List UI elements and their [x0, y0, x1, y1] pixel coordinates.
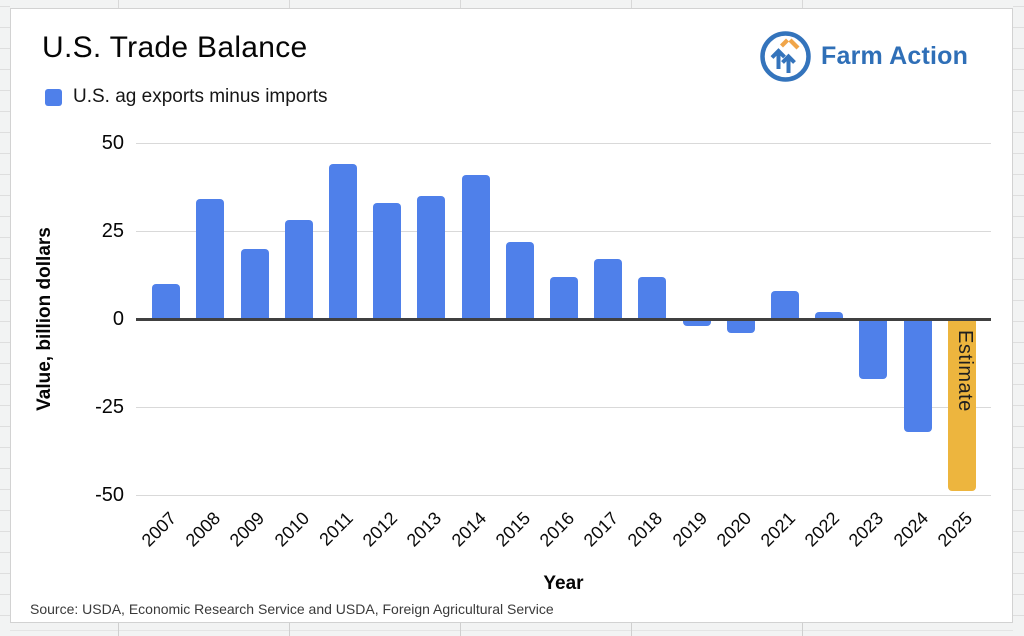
bar-2012 [373, 202, 402, 319]
bar-2011 [328, 164, 357, 319]
chart-title: U.S. Trade Balance [42, 31, 308, 64]
spreadsheet-margin-left [0, 0, 10, 636]
brand-name: Farm Action [821, 42, 969, 70]
estimate-label: Estimate [953, 330, 976, 412]
farm-action-logo: Farm Action [758, 29, 968, 84]
bar-2023 [859, 319, 888, 379]
source-note: Source: USDA, Economic Research Service … [30, 601, 554, 617]
bar-2018 [638, 276, 667, 319]
bars-layer: 2007 2008 2009 2010 2011 2012 2013 2014 2015 2016… [138, 143, 984, 550]
spreadsheet-margin-right [1013, 0, 1024, 636]
gridline [136, 230, 991, 232]
legend-swatch [45, 88, 62, 106]
bar-2010 [284, 220, 313, 319]
legend: U.S. ag exports minus imports [45, 86, 327, 108]
legend-label: U.S. ag exports minus imports [73, 86, 328, 107]
bar-2015 [505, 241, 534, 319]
spreadsheet-margin-top [0, 0, 1024, 8]
y-tick-label: -25 [95, 396, 124, 418]
x-axis-title: Year [543, 573, 584, 594]
y-tick-label: 0 [112, 308, 124, 330]
bar-2017 [594, 259, 623, 319]
bar-2013 [417, 195, 446, 319]
spreadsheet-margin-bottom [0, 623, 1024, 636]
bar-2019 [682, 319, 711, 327]
bar-2022 [815, 311, 844, 319]
chart-card[interactable]: U.S. Trade Balance U.S. ag exports minus… [10, 8, 1013, 623]
y-tick-label: -50 [95, 484, 124, 506]
bar-2009 [240, 248, 269, 319]
bar-2008 [196, 199, 225, 319]
bar-2024 [903, 319, 932, 432]
y-tick-label: 50 [101, 132, 124, 154]
zero-axis-line [136, 317, 991, 321]
bar-2007 [152, 283, 181, 319]
gridline [136, 494, 991, 496]
gridline [136, 406, 991, 408]
bar-2020 [726, 319, 755, 334]
bar-2014 [461, 174, 490, 319]
plot-area: 2007 2008 2009 2010 2011 2012 2013 2014 2015 2016… [136, 142, 991, 550]
y-tick-label: 25 [101, 220, 124, 242]
bar-2021 [771, 290, 800, 319]
gridline [136, 142, 991, 144]
up-arrows-circle-icon [760, 31, 811, 82]
bar-2016 [550, 276, 578, 319]
bar-2025 [947, 319, 976, 492]
